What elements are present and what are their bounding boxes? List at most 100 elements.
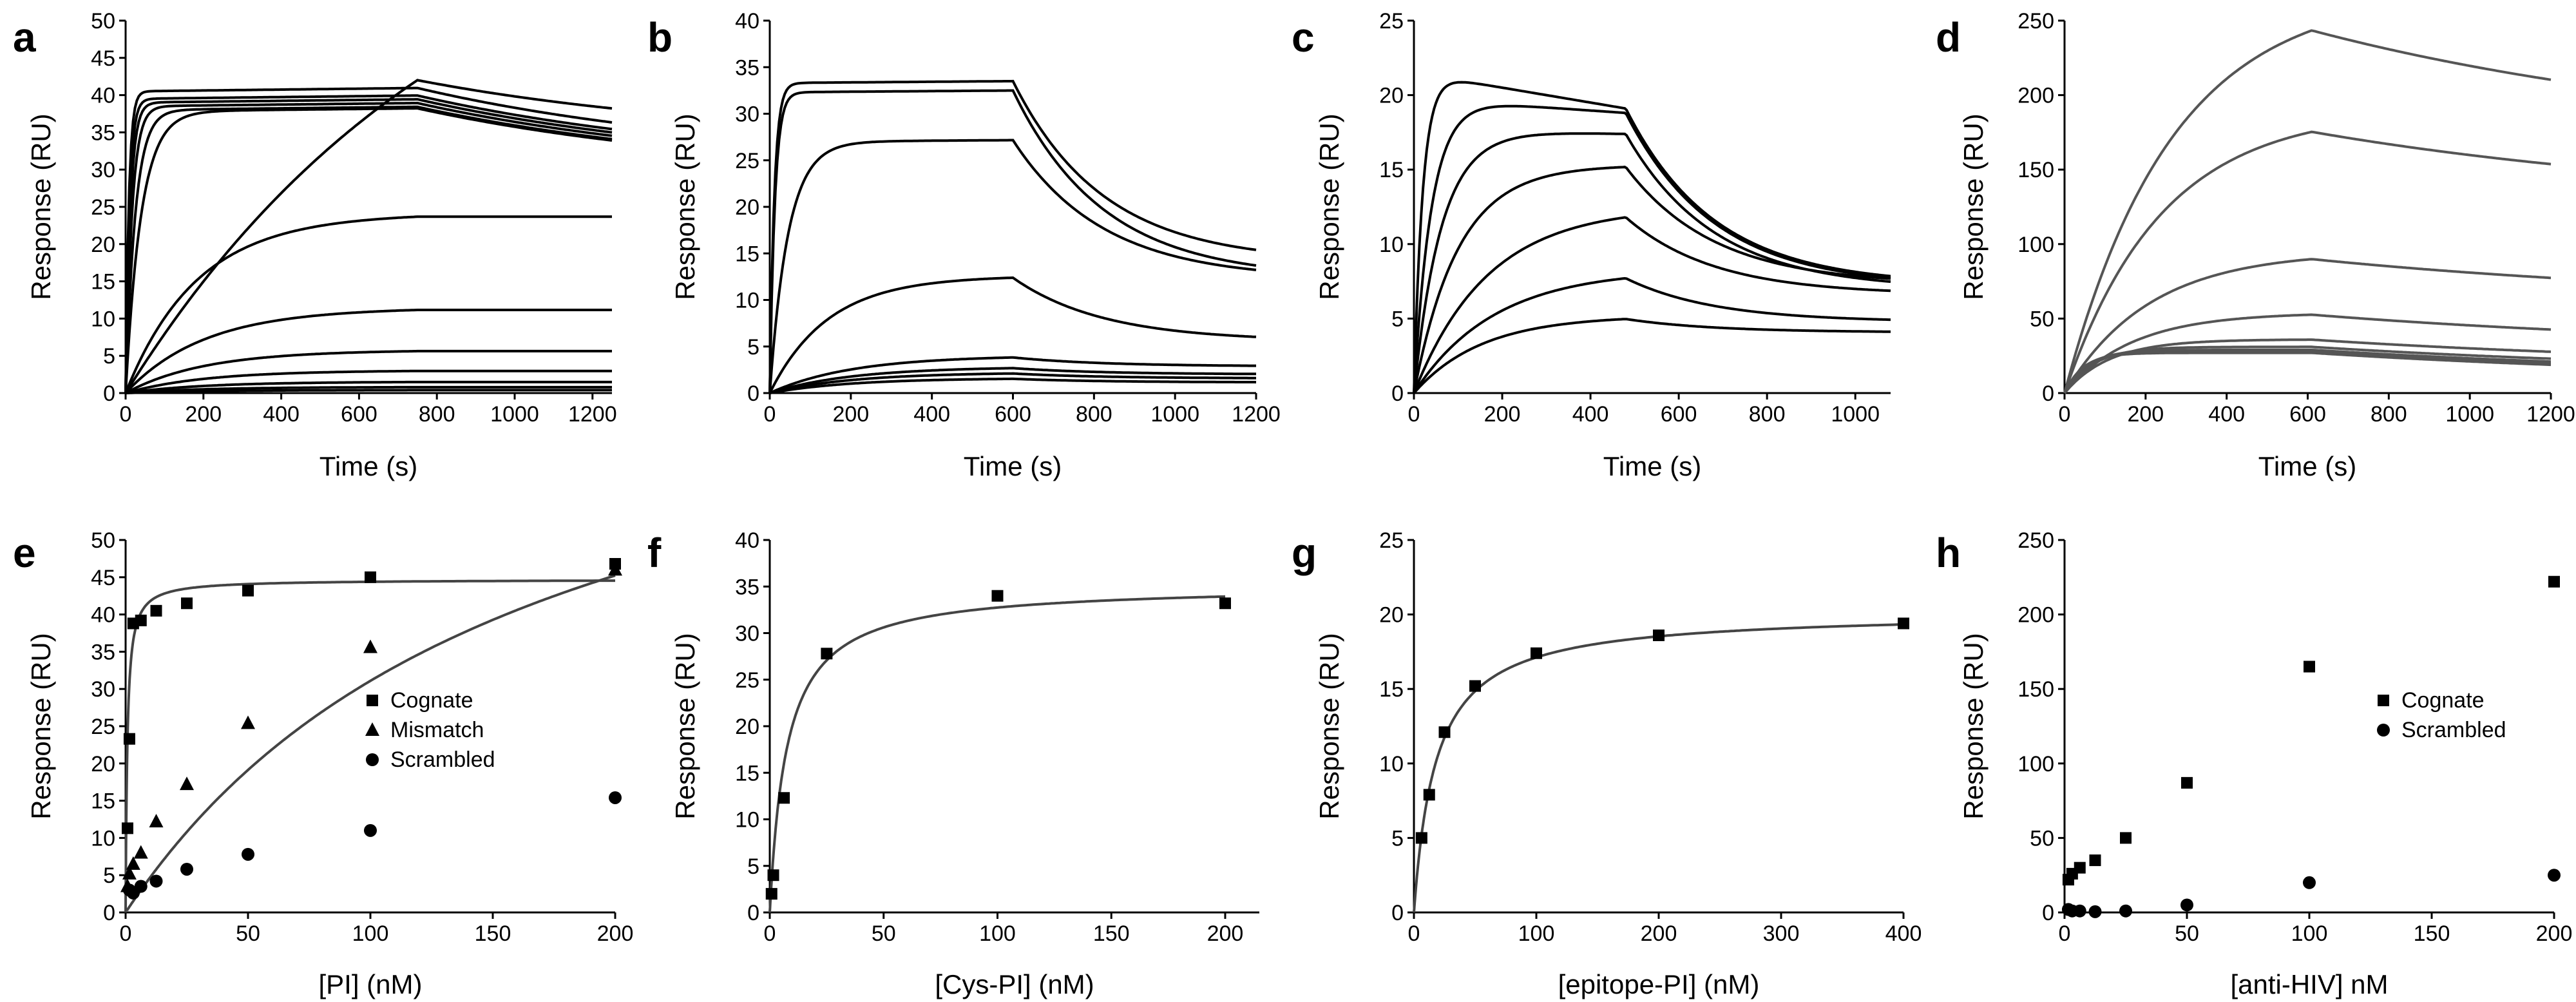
sensorgram-curve-3 (2063, 258, 2552, 394)
panel-h: h [anti-HIV] nM Response (RU) 0 50 100 150 2… (1936, 528, 2572, 999)
x-tick-label: 200 (1484, 402, 1521, 427)
y-axis-label: Response (RU) (1958, 633, 1989, 819)
y-tick-label: 20 (91, 233, 115, 257)
data-point-scrambled (609, 791, 622, 804)
legend-label-cognate: Cognate (390, 688, 473, 713)
y-tick-label: 10 (91, 826, 115, 851)
y-tick-label: 50 (91, 528, 115, 553)
x-tick-label: 800 (1076, 402, 1112, 427)
y-tick-label: 200 (2018, 84, 2054, 108)
data-point-mismatch (363, 639, 377, 653)
panel-c: c Time (s) Response (RU) 0 200 400 600 800 10… (1292, 9, 1891, 481)
x-tick-label: 200 (185, 402, 222, 427)
sensorgram-curve-7 (769, 372, 1256, 394)
x-tick-label: 1200 (2526, 402, 2575, 427)
y-tick-label: 200 (2018, 603, 2054, 628)
x-axis-label: Time (s) (2258, 451, 2356, 481)
x-tick-label: 150 (1093, 921, 1130, 946)
x-tick-label: 400 (913, 402, 950, 427)
x-tick-label: 600 (2289, 402, 2326, 427)
data-point-scrambled (2119, 904, 2132, 918)
x-tick-label: 100 (979, 921, 1016, 946)
y-tick-label: 45 (91, 46, 115, 71)
y-tick-label: 25 (1379, 9, 1404, 34)
sensorgram-curve-5 (1413, 216, 1891, 394)
data-point-mismatch (126, 856, 140, 870)
data-point-mismatch (241, 715, 255, 729)
data-point-epitope-pi (1415, 832, 1427, 844)
y-tick-label: 20 (91, 752, 115, 776)
x-tick-label: 400 (1885, 921, 1922, 946)
panel-b: b Time (s) Response (RU) 0 200 400 600 800 10… (647, 9, 1281, 481)
sensorgram-curve-6 (124, 107, 613, 394)
data-point-cys-pi (765, 888, 778, 900)
data-point-cognate (365, 571, 376, 583)
sensorgram-curve-9 (124, 309, 612, 394)
y-tick-label: 35 (735, 575, 759, 599)
x-tick-label: 1000 (490, 402, 539, 427)
x-tick-label: 0 (2059, 921, 2071, 946)
sensorgram-curve-13 (125, 385, 612, 394)
data-point-cognate (121, 822, 133, 834)
y-tick-label: 50 (91, 9, 115, 34)
y-tick-label: 35 (735, 55, 759, 80)
x-tick-label: 300 (1763, 921, 1800, 946)
x-tick-label: 200 (597, 921, 634, 946)
data-point-scrambled (2088, 905, 2102, 918)
fit-curve-1 (124, 579, 615, 913)
panel-letter-g: g (1292, 530, 1317, 576)
legend-label-scrambled: Scrambled (2401, 718, 2506, 742)
panel-letter-e: e (13, 530, 36, 576)
panel-letter-c: c (1292, 14, 1315, 61)
x-tick-label: 1200 (568, 402, 617, 427)
x-tick-label: 400 (2208, 402, 2245, 427)
sensorgram-curve-1 (2063, 29, 2552, 394)
x-tick-label: 200 (1207, 921, 1244, 946)
data-point-mismatch (122, 865, 137, 880)
y-tick-label: 150 (2018, 677, 2054, 702)
y-tick-label: 30 (735, 622, 759, 646)
data-point-epitope-pi (1469, 680, 1481, 692)
x-axis-label: Time (s) (320, 451, 417, 481)
sensorgram-curve-9 (2063, 351, 2552, 394)
y-tick-label: 5 (103, 863, 115, 888)
sensorgram-curve-5 (769, 356, 1256, 394)
panel-d: d Time (s) Response (RU) 0 200 400 600 800 10… (1936, 9, 2575, 481)
panel-letter-f: f (647, 530, 662, 576)
sensorgram-curve-6 (2063, 345, 2552, 394)
x-tick-label: 50 (872, 921, 896, 946)
x-tick-label: 800 (1749, 402, 1786, 427)
data-point-scrambled (2303, 876, 2316, 889)
y-tick-label: 15 (735, 242, 759, 266)
x-tick-label: 0 (2059, 402, 2071, 427)
y-axis-label: Response (RU) (1314, 633, 1344, 819)
data-point-scrambled (2073, 904, 2086, 918)
panel-letter-b: b (647, 14, 673, 61)
y-tick-label: 25 (91, 195, 115, 220)
x-tick-label: 0 (1408, 402, 1420, 427)
data-point-epitope-pi (1438, 726, 1451, 738)
y-axis-label: Response (RU) (26, 113, 56, 300)
data-point-mismatch (133, 845, 148, 859)
y-axis-label: Response (RU) (1314, 113, 1344, 300)
sensorgram-curve-10 (125, 349, 612, 394)
panel-a: a Time (s) Response (RU) 0 200 400 600 800 10… (13, 9, 617, 481)
x-tick-label: 200 (2127, 402, 2164, 427)
data-point-cognate (2181, 776, 2193, 789)
y-tick-label: 30 (735, 102, 759, 127)
y-tick-label: 150 (2018, 158, 2054, 182)
sensorgram-curve-4 (768, 276, 1257, 394)
sensorgram-curve-1 (124, 86, 613, 394)
sensorgram-curve-8 (124, 215, 612, 394)
x-tick-label: 0 (1408, 921, 1420, 946)
y-axis-label: Response (RU) (1958, 113, 1989, 300)
y-tick-label: 20 (735, 715, 759, 739)
y-tick-label: 30 (91, 158, 115, 182)
data-point-cognate (242, 584, 254, 597)
sensorgram-curve-4 (124, 101, 613, 394)
x-axis-label: [PI] (nM) (318, 969, 422, 999)
x-tick-label: 0 (764, 402, 776, 427)
legend-label-mismatch: Mismatch (390, 718, 484, 742)
y-tick-label: 5 (1391, 307, 1404, 331)
sensorgram-curve-8 (769, 377, 1257, 394)
